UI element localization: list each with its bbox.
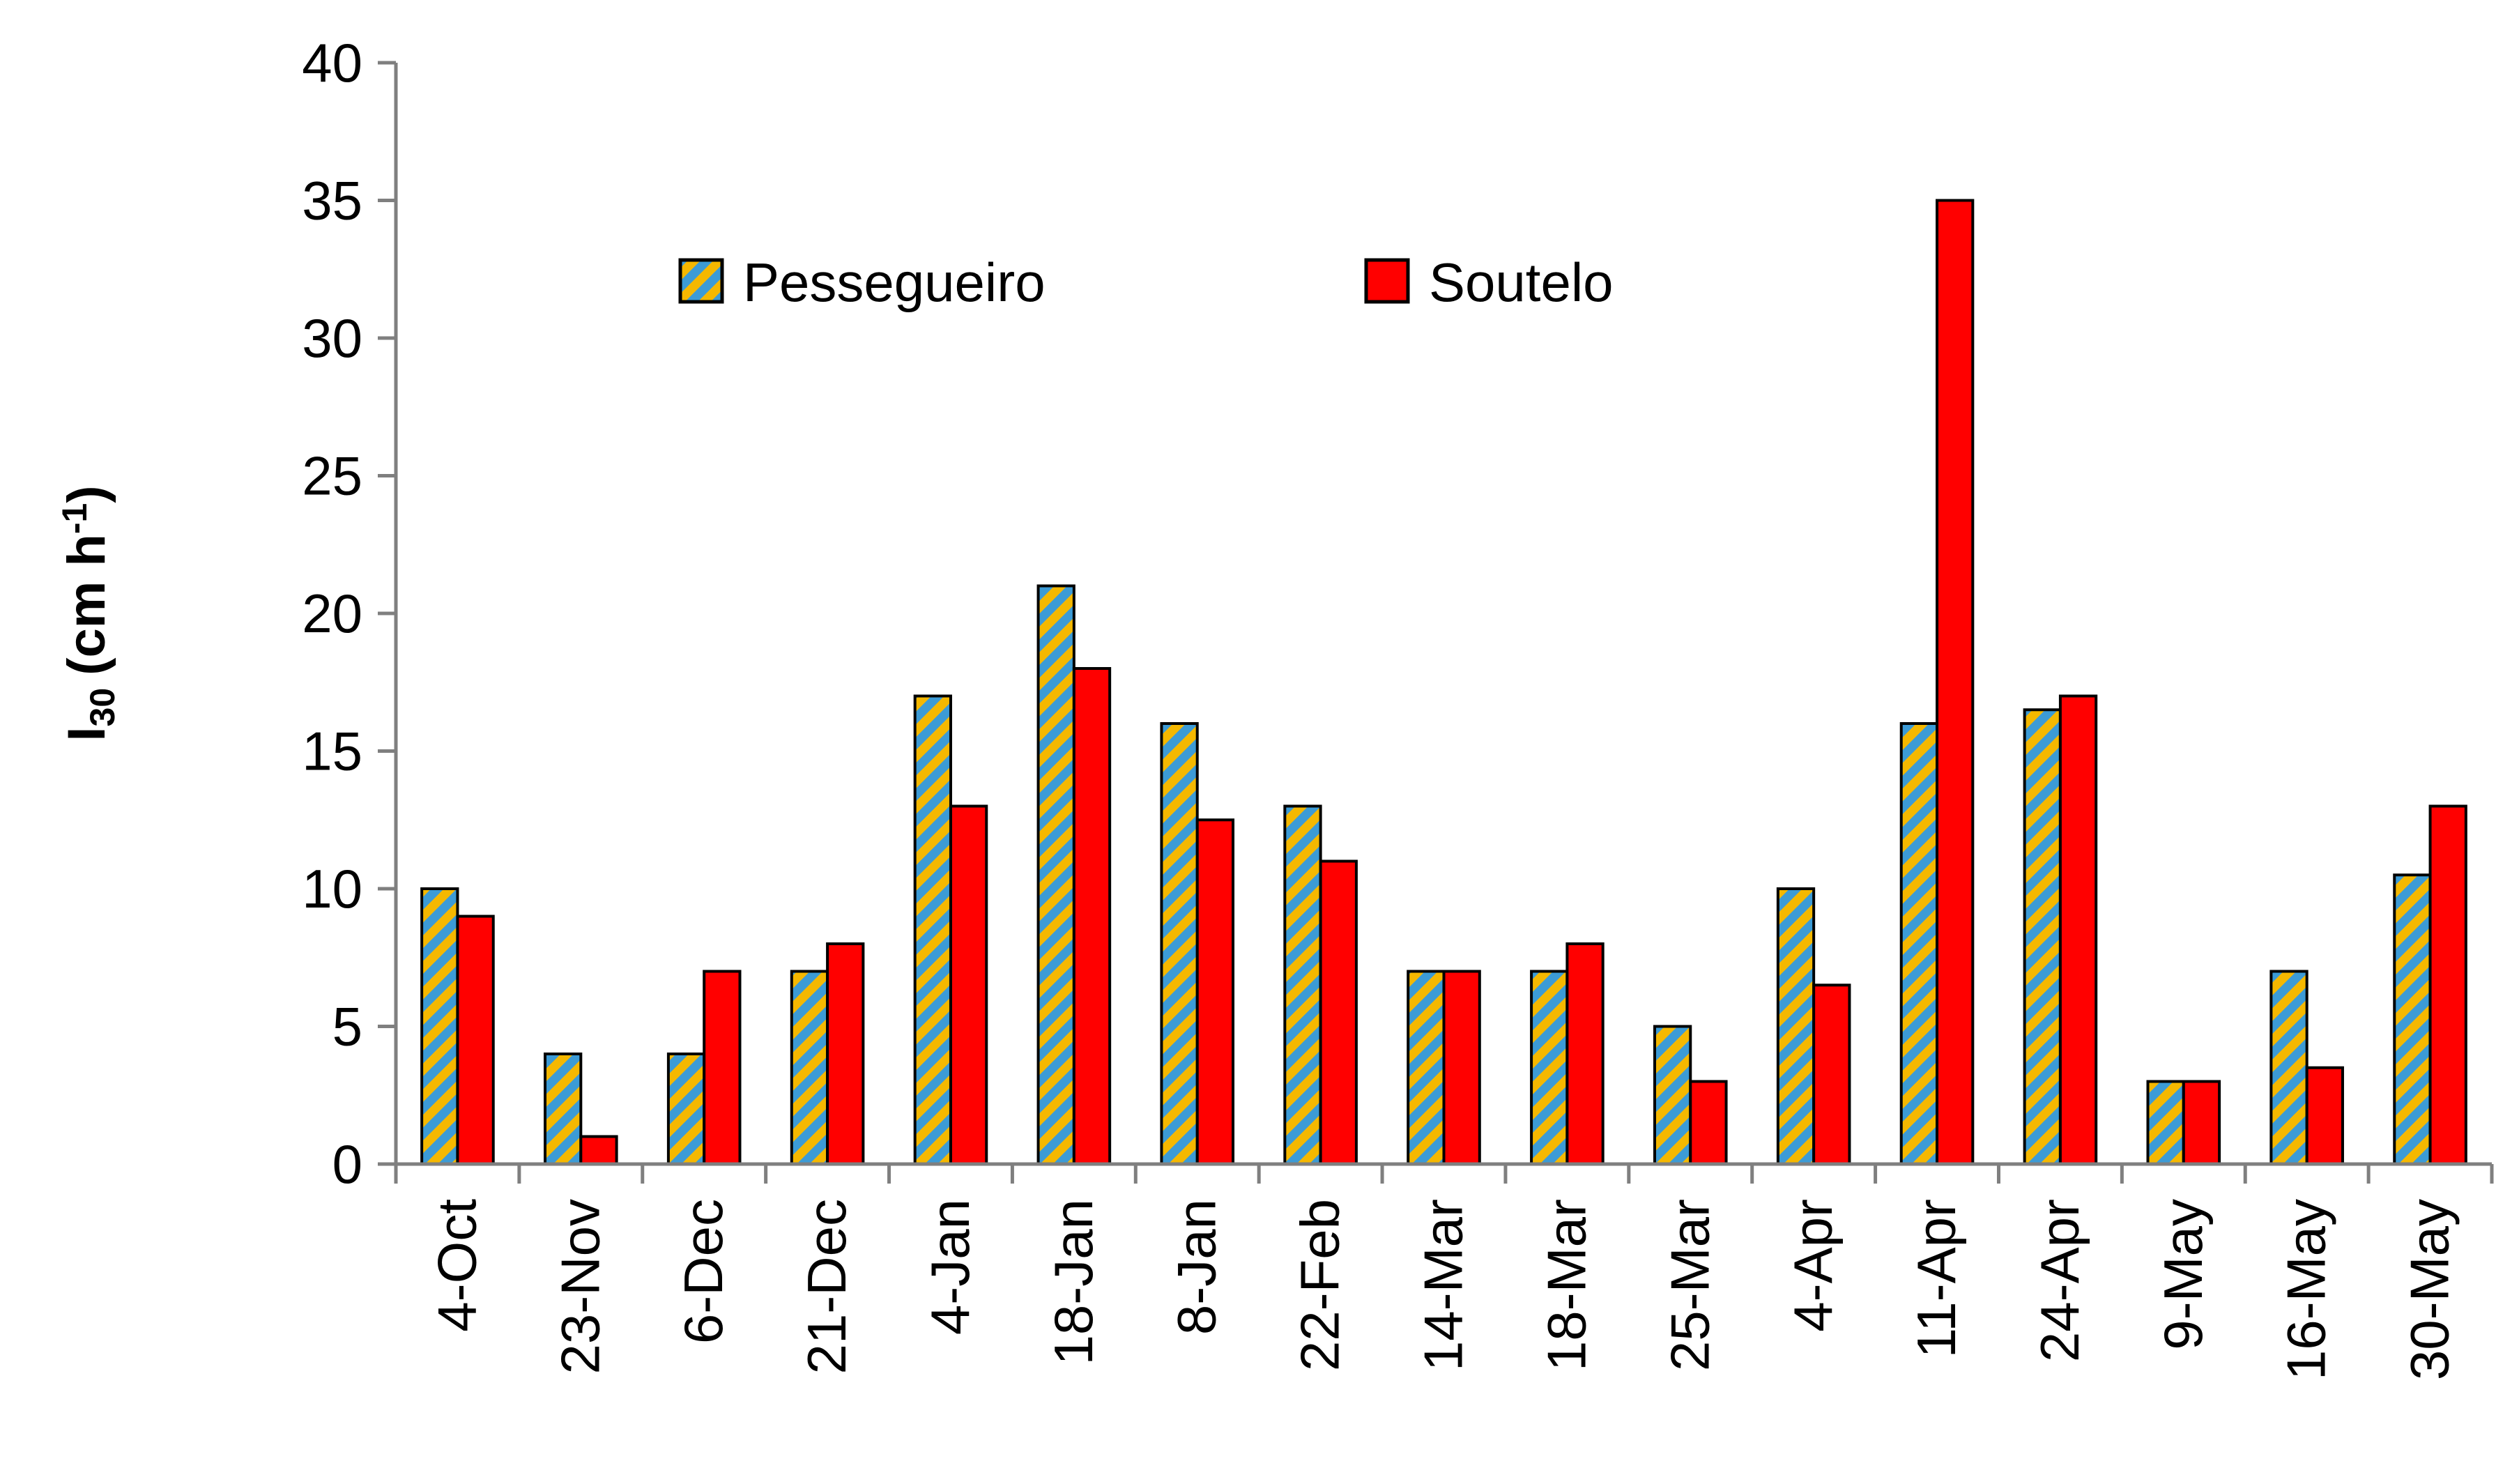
bar-pessegueiro-30-may <box>2393 873 2432 1165</box>
bar-soutelo-22-feb <box>1319 859 1358 1165</box>
bar-pessegueiro-18-mar <box>1530 970 1569 1165</box>
x-tick-label: 30-May <box>2399 1199 2460 1380</box>
bar-soutelo-30-may <box>2428 804 2467 1165</box>
y-tick-label: 40 <box>302 32 362 93</box>
y-axis-title: I30 (cm h-1) <box>55 485 122 741</box>
bar-pessegueiro-21-dec <box>790 970 829 1165</box>
x-tick-label: 4-Jan <box>919 1199 981 1335</box>
y-tick-label: 5 <box>332 996 362 1057</box>
y-axis-title-unit-prefix: (cm h <box>57 534 116 675</box>
bar-pessegueiro-25-mar <box>1653 1025 1692 1165</box>
x-tick-label: 18-Jan <box>1043 1199 1104 1366</box>
x-axis-ticks: 4-Oct 23-Nov 6-Dec 21-Dec 4-Jan 18-Jan 8-Jan 22… <box>394 1164 2494 1380</box>
bar-pessegueiro-4-jan <box>913 694 952 1165</box>
x-tick-label: 4-Oct <box>426 1199 487 1332</box>
bar-soutelo-11-apr <box>1936 199 1975 1165</box>
y-axis-title-unit-suffix: ) <box>57 485 116 503</box>
x-tick-label: 21-Dec <box>796 1199 857 1374</box>
bar-soutelo-23-nov <box>579 1135 618 1165</box>
bar-soutelo-8-jan <box>1195 818 1235 1165</box>
x-tick-label: 16-May <box>2276 1199 2337 1380</box>
bar-soutelo-16-may <box>2305 1066 2344 1165</box>
bar-soutelo-6-dec <box>703 970 742 1165</box>
bar-pessegueiro-9-may <box>2146 1080 2185 1165</box>
bar-pessegueiro-14-mar <box>1407 970 1446 1165</box>
bar-soutelo-9-may <box>2182 1080 2221 1165</box>
y-axis-title-subscript: 30 <box>83 688 122 727</box>
bar-soutelo-21-dec <box>826 942 865 1165</box>
bar-pessegueiro-23-nov <box>544 1053 583 1165</box>
legend-swatch-soutelo <box>1364 258 1410 304</box>
y-tick-label: 30 <box>302 307 362 369</box>
bar-soutelo-4-oct <box>456 915 495 1165</box>
x-tick-label: 25-Mar <box>1659 1199 1720 1371</box>
legend-label-pessegueiro: Pessegueiro <box>743 252 1046 313</box>
bar-soutelo-4-apr <box>1812 984 1851 1165</box>
bar-pessegueiro-4-apr <box>1776 887 1816 1165</box>
x-tick-label: 23-Nov <box>549 1199 611 1374</box>
bar-soutelo-18-mar <box>1565 942 1605 1165</box>
y-tick-label: 35 <box>302 170 362 231</box>
bar-pessegueiro-11-apr <box>1899 722 1939 1165</box>
legend-swatch-pessegueiro <box>678 258 724 304</box>
y-axis-title-main: I <box>57 726 116 741</box>
y-axis-title-unit-superscript: -1 <box>55 503 94 534</box>
bar-soutelo-24-apr <box>2058 694 2098 1165</box>
bars <box>420 199 2467 1165</box>
x-tick-label: 24-Apr <box>2029 1199 2090 1362</box>
x-tick-label: 8-Jan <box>1166 1199 1227 1335</box>
y-tick-label: 20 <box>302 583 362 644</box>
x-tick-label: 22-Feb <box>1289 1199 1351 1371</box>
bar-pessegueiro-6-dec <box>666 1053 706 1165</box>
x-tick-label: 14-Mar <box>1413 1199 1474 1371</box>
x-tick-label: 9-May <box>2152 1199 2214 1350</box>
legend: Pessegueiro Soutelo <box>678 252 1614 313</box>
bar-pessegueiro-8-jan <box>1160 722 1199 1165</box>
bar-pessegueiro-24-apr <box>2023 708 2062 1165</box>
bar-pessegueiro-18-jan <box>1036 584 1075 1165</box>
legend-label-soutelo: Soutelo <box>1429 252 1614 313</box>
x-tick-label: 6-Dec <box>673 1199 734 1344</box>
bar-pessegueiro-22-feb <box>1283 804 1322 1165</box>
y-tick-label: 10 <box>302 858 362 919</box>
bar-soutelo-14-mar <box>1442 970 1481 1165</box>
bar-pessegueiro-4-oct <box>420 887 459 1165</box>
y-tick-label: 15 <box>302 721 362 782</box>
y-tick-label: 0 <box>332 1133 362 1195</box>
x-tick-label: 4-Apr <box>1782 1199 1844 1332</box>
x-tick-label: 11-Apr <box>1906 1199 1967 1358</box>
y-axis-ticks: 0 5 10 15 20 25 30 35 40 <box>302 32 396 1195</box>
x-tick-label: 18-Mar <box>1536 1199 1597 1371</box>
y-tick-label: 25 <box>302 445 362 507</box>
bar-soutelo-4-jan <box>949 804 988 1165</box>
bar-soutelo-18-jan <box>1072 667 1112 1165</box>
bar-soutelo-25-mar <box>1689 1080 1728 1165</box>
bar-pessegueiro-16-may <box>2269 970 2309 1165</box>
